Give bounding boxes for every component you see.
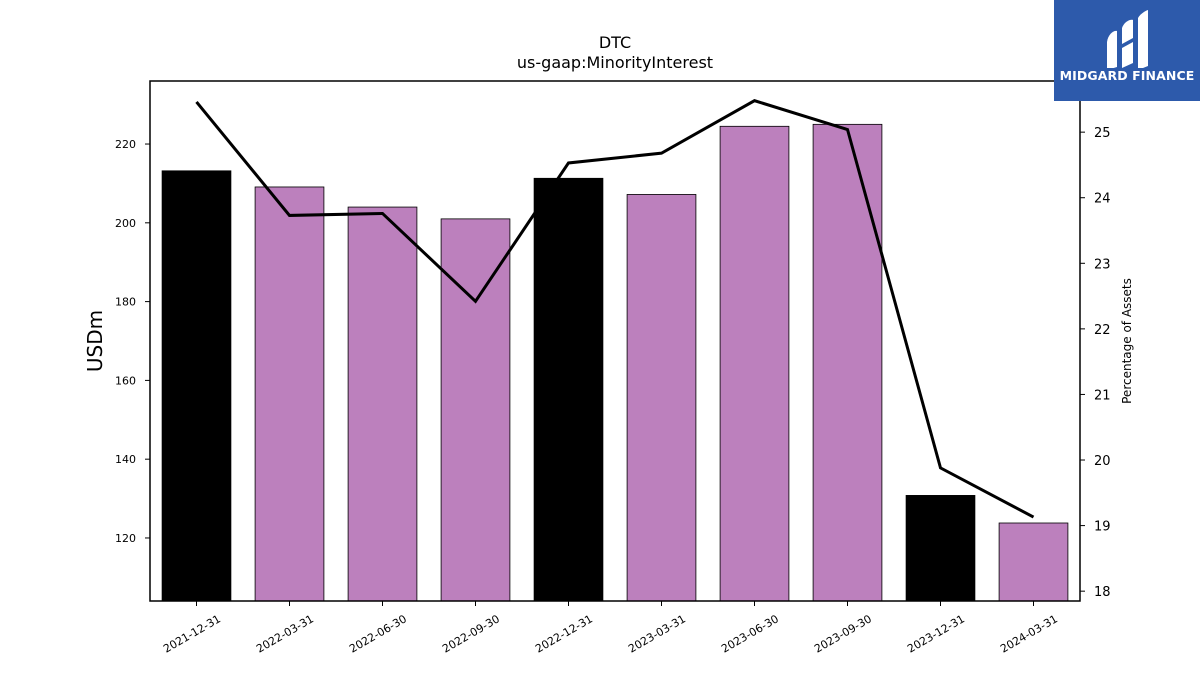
y-tick-label: 140: [115, 453, 136, 466]
y2-tick-label: 23: [1094, 257, 1111, 272]
bar-2022-12-31: [533, 177, 604, 602]
x-tick-label: 2023-12-31: [905, 612, 967, 655]
bar-2023-03-31: [626, 194, 697, 602]
bars-layer: [161, 123, 1069, 602]
percentage-of-assets-line: [195, 99, 1035, 519]
y2-tick-label: 19: [1094, 520, 1111, 535]
y2-tick-label: 25: [1094, 126, 1111, 141]
y-tick-label: 120: [115, 532, 136, 545]
y-tick-label: 220: [115, 138, 136, 151]
y-tick-label: 160: [115, 374, 136, 387]
y-tick-label: 180: [115, 296, 136, 309]
x-tick-label: 2022-09-30: [440, 612, 502, 655]
x-tick-label: 2022-06-30: [347, 612, 409, 655]
y2-tick-label: 21: [1094, 388, 1111, 403]
y2-tick-label: 22: [1094, 323, 1111, 338]
bar-2023-09-30: [812, 123, 883, 602]
line-layer: [195, 99, 1035, 519]
y2-tick-label: 24: [1094, 192, 1111, 207]
y-tick-label: 200: [115, 217, 136, 230]
plot-frame: [149, 80, 1081, 602]
y-axis-label: USDm: [83, 310, 107, 372]
logo-text: MIDGARD FINANCE: [1059, 68, 1195, 83]
x-tick-label: 2022-03-31: [254, 612, 316, 655]
x-tick-label: 2022-12-31: [533, 612, 595, 655]
bar-2024-03-31: [998, 522, 1069, 602]
bar-2022-06-30: [347, 206, 418, 602]
bar-2023-12-31: [905, 495, 976, 602]
bar-2023-06-30: [719, 125, 790, 602]
y2-tick-label: 18: [1094, 585, 1111, 600]
bar-2021-12-31: [161, 170, 232, 602]
bar-2022-09-30: [440, 218, 511, 602]
chart-title: DTC: [599, 33, 631, 52]
x-tick-label: 2023-09-30: [812, 612, 874, 655]
bar-2022-03-31: [254, 186, 325, 602]
brand-logo: MIDGARD FINANCE: [1054, 0, 1200, 101]
y2-tick-label: 20: [1094, 454, 1111, 469]
y2-axis-label: Percentage of Assets: [1120, 278, 1134, 404]
chart-subtitle: us-gaap:MinorityInterest: [517, 53, 713, 72]
x-tick-label: 2023-06-30: [719, 612, 781, 655]
x-tick-label: 2024-03-31: [998, 612, 1060, 655]
x-tick-label: 2021-12-31: [161, 612, 223, 655]
midgard-logo-icon: [1107, 10, 1148, 68]
x-tick-label: 2023-03-31: [626, 612, 688, 655]
